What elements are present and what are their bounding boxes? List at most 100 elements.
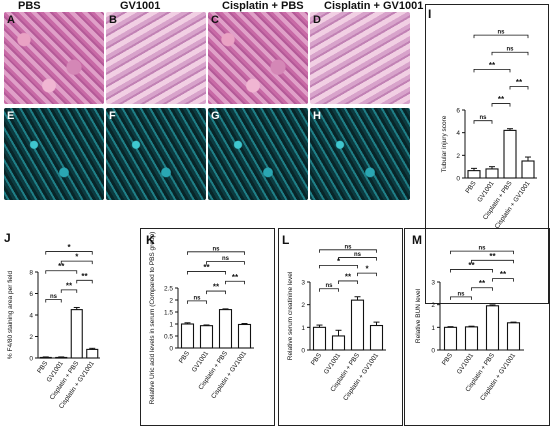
significance-label: ** — [489, 252, 496, 261]
y-tick-label: 4 — [456, 130, 460, 137]
significance-bracket — [357, 272, 377, 277]
y-tick-label: 1 — [431, 325, 435, 332]
significance-label: ** — [203, 263, 210, 272]
panel-letter: F — [109, 110, 116, 122]
significance-label: ns — [497, 30, 505, 36]
micrograph-b: B — [106, 12, 206, 104]
x-tick-label: Cisplatin + GV1001 — [210, 350, 248, 400]
x-tick-label: PBS — [464, 180, 478, 195]
x-tick-label: GV1001 — [456, 352, 476, 376]
y-tick-label: 6 — [456, 108, 460, 115]
significance-label: ** — [489, 61, 496, 70]
significance-bracket — [45, 270, 78, 274]
significance-label: ** — [232, 273, 239, 282]
micrograph-d: D — [310, 12, 410, 104]
bar — [39, 356, 52, 359]
chart-k: K 0 0.5 1 1.5 2 2.5 Relative Uric acid levels i… — [140, 228, 275, 426]
significance-bracket — [206, 290, 226, 295]
significance-bracket — [187, 251, 245, 255]
panel-letter: L — [282, 233, 289, 247]
significance-label: ** — [516, 78, 523, 87]
significance-label: ** — [498, 95, 505, 104]
x-tick-label: GV1001 — [191, 350, 211, 374]
significance-label: ** — [81, 272, 88, 281]
y-tick-label: 1 — [169, 322, 173, 329]
panel-letter: B — [109, 14, 117, 26]
significance-bracket — [45, 299, 62, 303]
bar — [70, 309, 83, 359]
significance-label: * — [337, 257, 341, 266]
significance-bracket — [491, 51, 529, 56]
significance-bracket — [473, 120, 493, 124]
y-tick-label: 2.5 — [164, 286, 173, 293]
y-tick-label: 1.5 — [164, 310, 173, 317]
y-axis-label: Relative Uric acid levels in serum (Comp… — [149, 232, 156, 405]
y-axis-label: Relative serum creatinine level — [287, 271, 294, 360]
bar — [506, 322, 521, 351]
significance-bracket — [187, 271, 226, 275]
bar — [86, 348, 99, 359]
significance-bracket — [450, 296, 472, 300]
y-tick-label: 0 — [29, 356, 33, 363]
significance-bracket — [491, 103, 511, 107]
significance-bracket — [206, 261, 245, 265]
significance-label: ** — [500, 270, 507, 279]
bar — [467, 170, 481, 179]
micrograph-title: GV1001 — [120, 0, 161, 12]
y-tick-label: 6 — [29, 291, 33, 298]
micrograph-a: A — [4, 12, 104, 104]
y-tick-label: 2 — [456, 153, 460, 160]
panel-letter: I — [428, 7, 431, 21]
significance-bracket — [338, 257, 377, 261]
bar — [312, 326, 327, 351]
panel-letter: M — [412, 233, 422, 247]
significance-bracket — [45, 251, 93, 255]
x-tick-label: PBS — [310, 352, 324, 367]
panel-letter: D — [313, 14, 321, 26]
micrograph-e: E — [4, 108, 104, 200]
bar — [369, 324, 384, 351]
significance-bracket — [60, 289, 78, 293]
significance-label: ns — [354, 252, 362, 258]
significance-bracket — [473, 34, 529, 39]
significance-label: ** — [345, 272, 352, 281]
significance-label: ** — [213, 283, 220, 292]
bar — [485, 305, 500, 351]
micrograph-f: F — [106, 108, 206, 200]
x-tick-label: Cisplatin + GV1001 — [342, 352, 380, 402]
micrograph-title: PBS — [18, 0, 41, 12]
bar — [218, 309, 233, 349]
panel-letter: H — [313, 110, 321, 122]
panel-letter: A — [7, 14, 15, 26]
significance-bracket — [471, 287, 493, 291]
significance-label: * — [365, 265, 369, 274]
significance-bracket — [492, 278, 514, 282]
y-axis-label: Relative BUN level — [415, 288, 422, 343]
micrograph-h: H — [310, 108, 410, 200]
panel-letter: G — [211, 110, 220, 122]
chart-j: J 0 2 4 6 8 % F4/80 staining area per field PBS… — [4, 231, 100, 410]
significance-label: ns — [325, 283, 333, 289]
bar — [350, 299, 365, 351]
panel-letter: E — [7, 110, 15, 122]
bar — [237, 323, 252, 349]
y-tick-label: 2 — [431, 302, 435, 309]
significance-bracket — [473, 68, 511, 73]
significance-bracket — [319, 288, 339, 292]
significance-bracket — [60, 260, 93, 265]
significance-label: ns — [222, 256, 230, 262]
significance-label: ns — [457, 291, 465, 297]
significance-label: * — [75, 253, 79, 262]
y-tick-label: 0.5 — [164, 334, 173, 341]
y-tick-label: 8 — [29, 270, 33, 277]
significance-bracket — [471, 259, 514, 264]
significance-bracket — [338, 280, 358, 284]
significance-bracket — [450, 269, 493, 273]
x-tick-label: PBS — [441, 352, 455, 367]
y-tick-label: 0 — [301, 348, 305, 355]
significance-bracket — [319, 249, 377, 253]
y-tick-label: 1 — [301, 325, 305, 332]
